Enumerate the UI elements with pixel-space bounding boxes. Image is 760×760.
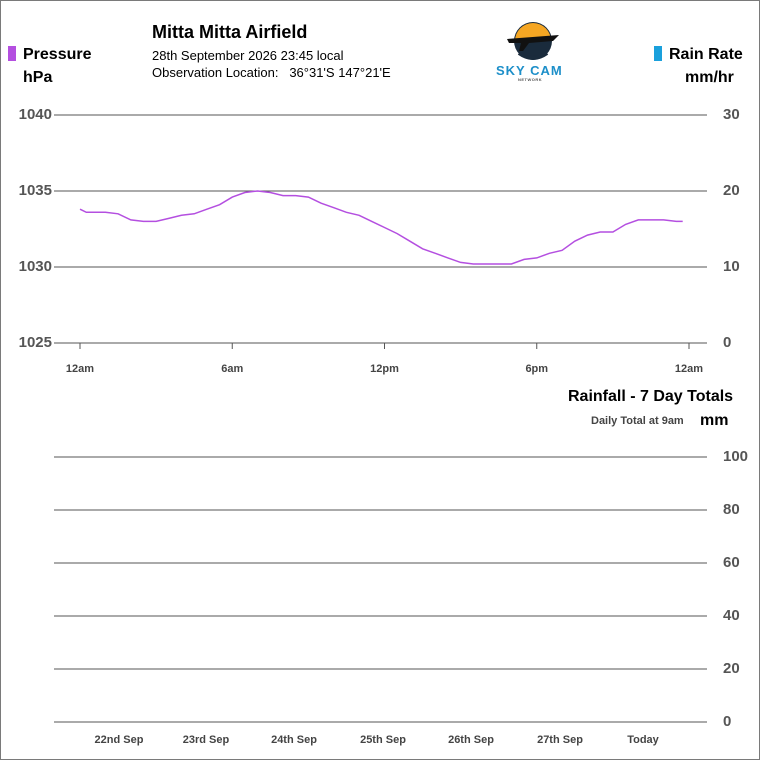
y-tick-label: 40 [723,607,740,624]
pressure-chart-plot [54,114,707,349]
rainfall-unit: mm [700,412,729,429]
x-tick-label: 12am [674,363,704,375]
plane-icon [507,35,559,51]
y-tick-label: 60 [723,554,740,571]
y-tick-label-left: 1025 [18,334,52,351]
y-tick-label: 0 [723,713,732,730]
rainfall-chart-subtitle: Daily Total at 9am [591,415,684,427]
location-coordinates: 36°31'S 147°21'E [289,65,391,80]
pressure-unit: hPa [23,69,53,86]
x-category-label: 23rd Sep [182,734,230,746]
location-label: Observation Location: [152,65,279,80]
observation-location: Observation Location: 36°31'S 147°21'E [152,65,391,80]
x-category-label: 27th Sep [537,734,583,746]
pressure-line [79,190,683,265]
y-tick-label: 80 [723,501,740,518]
rainfall-chart-title: Rainfall - 7 Day Totals [568,388,734,405]
y-tick-label-right: 20 [723,182,740,199]
x-tick-label: 12am [65,363,95,375]
logo-subtext: NETWORK [518,77,543,82]
logo-emblem-icon [507,22,559,60]
rain-rate-legend-label: Rain Rate [669,46,743,63]
y-tick-label-right: 30 [723,106,740,123]
y-tick-label: 100 [723,448,749,465]
y-tick-label-left: 1040 [18,106,52,123]
y-tick-label-left: 1030 [18,258,52,275]
x-tick-label: 6am [221,363,244,375]
pressure-legend-swatch [8,46,16,61]
rain-rate-unit: mm/hr [685,69,734,86]
y-tick-label-left: 1035 [18,182,52,199]
x-tick-label: 12pm [370,363,399,375]
station-title: Mitta Mitta Airfield [152,22,308,42]
rain-rate-legend-swatch [654,46,662,61]
pressure-legend-label: Pressure [23,46,92,63]
sky-cam-logo: SKY CAM NETWORK [493,19,577,83]
y-tick-label: 20 [723,660,740,677]
x-category-label: 25th Sep [360,734,406,746]
y-tick-label-right: 10 [723,258,740,275]
x-tick-label: 6pm [525,363,549,375]
x-category-label: 26th Sep [448,734,494,746]
x-category-label: Today [627,734,659,746]
observation-datetime: 28th September 2026 23:45 local [152,48,344,63]
x-category-label: 24th Sep [271,734,317,746]
x-category-label: 22nd Sep [94,734,144,746]
logo-wordmark: SKY CAM [496,63,563,78]
y-tick-label-right: 0 [723,334,732,351]
